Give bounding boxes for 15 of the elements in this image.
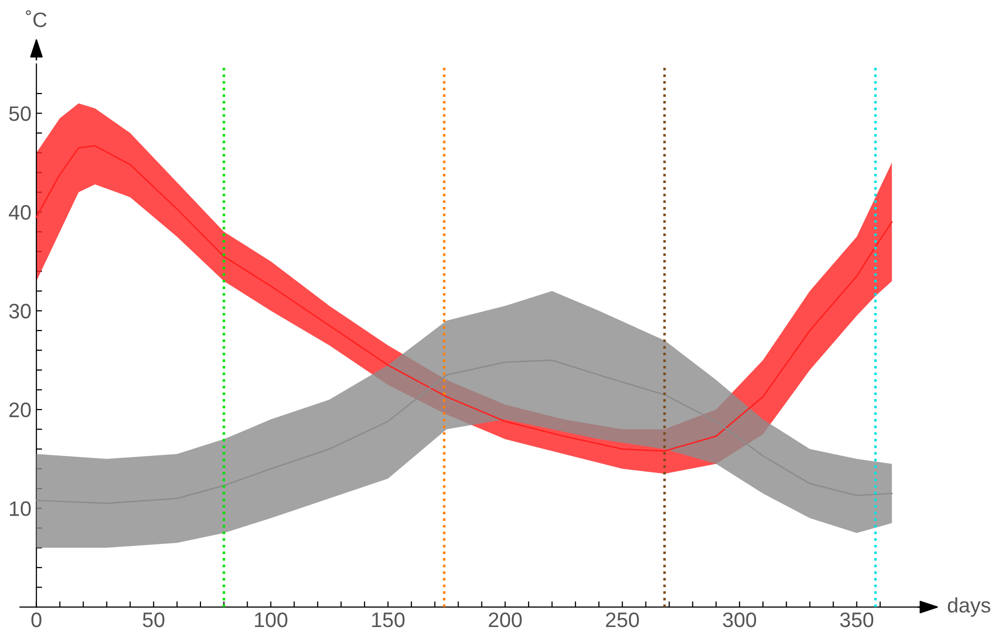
x-tick-label: 250	[606, 612, 639, 628]
y-tick-label: 50	[9, 106, 31, 122]
y-tick-label: 10	[10, 501, 31, 516]
x-tick-label: 300	[722, 612, 756, 628]
x-tick-label: 50	[142, 612, 164, 628]
x-tick-label: 350	[840, 612, 874, 628]
y-tick-label: 30	[9, 304, 31, 319]
x-tick-label: 100	[254, 612, 288, 628]
x-axis-title: days	[948, 597, 990, 617]
y-axis-title: ˚C	[26, 10, 47, 28]
x-tick-label: 0	[31, 612, 42, 628]
x-tick-label: 150	[372, 612, 405, 628]
x-tick-label: 200	[488, 612, 522, 628]
y-tick-label: 40	[8, 205, 31, 220]
y-tick-label: 20	[9, 402, 31, 418]
